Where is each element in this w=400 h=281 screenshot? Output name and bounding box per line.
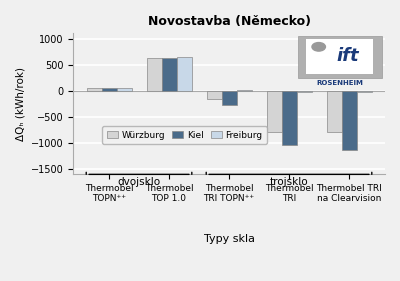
Bar [266, 90, 282, 132]
Bar [222, 90, 236, 105]
Bar [326, 90, 342, 132]
Bar [162, 58, 176, 90]
Text: dvojsklo: dvojsklo [118, 178, 160, 187]
Bar [116, 88, 132, 90]
Bar [102, 88, 116, 90]
Y-axis label: ΔQₕ (kWh/rok): ΔQₕ (kWh/rok) [15, 67, 25, 140]
Bar [206, 90, 222, 99]
Text: trojsklo: trojsklo [270, 178, 308, 187]
Bar [86, 88, 102, 90]
X-axis label: Typy skla: Typy skla [204, 234, 254, 244]
Bar [176, 57, 192, 90]
Legend: Würzburg, Kiel, Freiburg: Würzburg, Kiel, Freiburg [102, 126, 267, 144]
Bar [282, 90, 296, 145]
Bar [356, 90, 372, 92]
Bar [342, 90, 356, 150]
Title: Novostavba (Německo): Novostavba (Německo) [148, 15, 310, 28]
Bar [146, 58, 162, 90]
Bar [296, 90, 312, 92]
